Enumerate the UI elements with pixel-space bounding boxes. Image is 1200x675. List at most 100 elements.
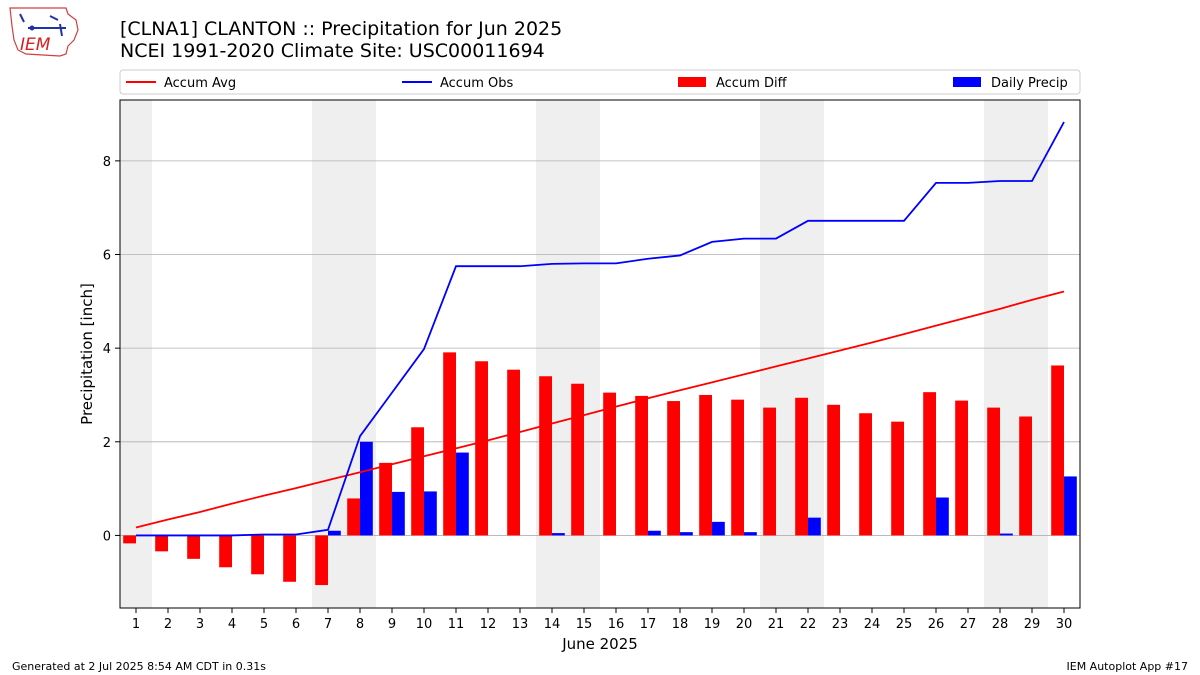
daily-precip-bar-22 (808, 517, 821, 536)
daily-precip-bar-9 (392, 491, 405, 536)
daily-precip-bar-30 (1064, 476, 1077, 536)
x-tick-label-12: 12 (480, 617, 497, 632)
x-tick-label-7: 7 (324, 617, 332, 632)
legend-label-daily-precip: Daily Precip (991, 76, 1068, 91)
accum-diff-bar-27 (955, 400, 968, 536)
y-ticks: 0 2 4 6 8 (103, 155, 120, 544)
daily-precip-bar-18 (680, 532, 693, 536)
legend-box (119, 69, 1081, 95)
daily-precip-bar-11 (456, 452, 469, 536)
x-tick-label-3: 3 (196, 617, 204, 632)
accum-diff-bar-1 (123, 535, 136, 544)
footer-app: IEM Autoplot App #17 (1066, 660, 1189, 673)
accum-diff-bar-15 (571, 383, 584, 536)
x-tick-label-13: 13 (512, 617, 529, 632)
legend-label-accum-obs: Accum Obs (440, 76, 513, 91)
x-tick-label-30: 30 (1056, 617, 1073, 632)
accum-diff-bar-30 (1051, 365, 1064, 536)
accum-diff-bar-28 (987, 407, 1000, 536)
accum-diff-bar-2 (155, 535, 168, 552)
accum-diff-bar-4 (219, 535, 232, 568)
x-tick-label-17: 17 (640, 617, 657, 632)
chart-title: [CLNA1] CLANTON :: Precipitation for Jun… (120, 18, 563, 40)
accum-diff-bar-17 (635, 395, 648, 536)
plot-frame (119, 99, 1081, 609)
x-tick-label-18: 18 (672, 617, 689, 632)
accum-diff-bar-12 (475, 361, 488, 536)
accum-diff-bar-5 (251, 535, 264, 575)
accum-obs-line (136, 121, 1065, 537)
accum-diff-bar-14 (539, 376, 552, 536)
x-tick-label-26: 26 (928, 617, 945, 632)
y-tick-label-4: 4 (103, 342, 111, 357)
legend-label-accum-avg: Accum Avg (164, 76, 236, 91)
accum-diff-bar-8 (347, 498, 360, 536)
chart-subtitle: NCEI 1991-2020 Climate Site: USC00011694 (120, 40, 545, 62)
x-axis-label: June 2025 (561, 635, 638, 653)
accum-diff-bar-18 (667, 401, 680, 536)
daily-precip-bar-14 (552, 533, 565, 536)
accum-diff-bar-6 (283, 535, 296, 582)
x-tick-label-16: 16 (608, 617, 625, 632)
daily-precip-bar-20 (744, 532, 757, 536)
x-tick-label-9: 9 (388, 617, 396, 632)
grid-lines (120, 160, 1080, 536)
daily-precip-bar-10 (424, 491, 437, 536)
daily-precip-bar-28 (1000, 533, 1013, 536)
lines (135, 121, 1065, 537)
x-tick-label-14: 14 (544, 617, 561, 632)
accum-diff-bar-21 (763, 407, 776, 536)
legend-swatch-daily-precip (953, 77, 981, 87)
x-tick-label-10: 10 (416, 617, 433, 632)
x-tick-label-29: 29 (1024, 617, 1041, 632)
accum-diff-bar-10 (411, 427, 424, 536)
x-ticks: 1 2 3 4 5 6 7 8 9 10 11 12 13 14 15 16 17 18 19 20 21 22 23 24 2… (132, 608, 1072, 632)
accum-diff-bar-9 (379, 462, 392, 536)
logo-text: IEM (20, 35, 51, 55)
accum-diff-bar-3 (187, 535, 200, 559)
x-tick-label-5: 5 (260, 617, 268, 632)
accum-diff-bar-22 (795, 397, 808, 536)
x-tick-label-19: 19 (704, 617, 721, 632)
daily-precip-bar-7 (328, 530, 341, 536)
daily-precip-bar-8 (360, 441, 373, 536)
accum-avg-line (135, 290, 1065, 529)
y-tick-label-6: 6 (103, 249, 111, 264)
y-tick-label-8: 8 (103, 155, 111, 170)
accum-diff-bar-29 (1019, 416, 1032, 536)
iem-logo: IEM (9, 7, 79, 57)
legend: Accum Avg Accum Obs Accum Diff Daily Precip (119, 69, 1081, 95)
y-tick-label-2: 2 (103, 436, 111, 451)
accum-diff-bar-20 (731, 399, 744, 536)
accum-diff-bar-26 (923, 392, 936, 536)
y-tick-label-0: 0 (103, 529, 111, 544)
accum-diff-bar-19 (699, 394, 712, 536)
y-axis-label: Precipitation [inch] (78, 283, 96, 425)
legend-label-accum-diff: Accum Diff (716, 76, 788, 91)
accum-diff-bar-11 (443, 352, 456, 536)
accum-diff-bar-13 (507, 369, 520, 536)
weekend-band-0 (120, 100, 152, 608)
accum-diff-bar-7 (315, 535, 328, 586)
x-tick-label-27: 27 (960, 617, 977, 632)
x-tick-label-21: 21 (768, 617, 785, 632)
daily-precip-bar-17 (648, 530, 661, 536)
x-tick-label-20: 20 (736, 617, 753, 632)
x-tick-label-8: 8 (356, 617, 364, 632)
x-tick-label-6: 6 (292, 617, 300, 632)
accum-diff-bar-24 (859, 413, 872, 536)
daily-precip-bar-19 (712, 521, 725, 536)
daily-precip-bar-26 (936, 497, 949, 536)
bars (123, 352, 1077, 586)
x-tick-label-4: 4 (228, 617, 236, 632)
x-tick-label-25: 25 (896, 617, 913, 632)
x-tick-label-1: 1 (132, 617, 140, 632)
x-tick-label-24: 24 (864, 617, 881, 632)
x-tick-label-23: 23 (832, 617, 849, 632)
x-tick-label-2: 2 (164, 617, 172, 632)
accum-diff-bar-25 (891, 421, 904, 536)
x-tick-label-28: 28 (992, 617, 1009, 632)
x-tick-label-22: 22 (800, 617, 817, 632)
legend-swatch-accum-diff (678, 77, 706, 87)
